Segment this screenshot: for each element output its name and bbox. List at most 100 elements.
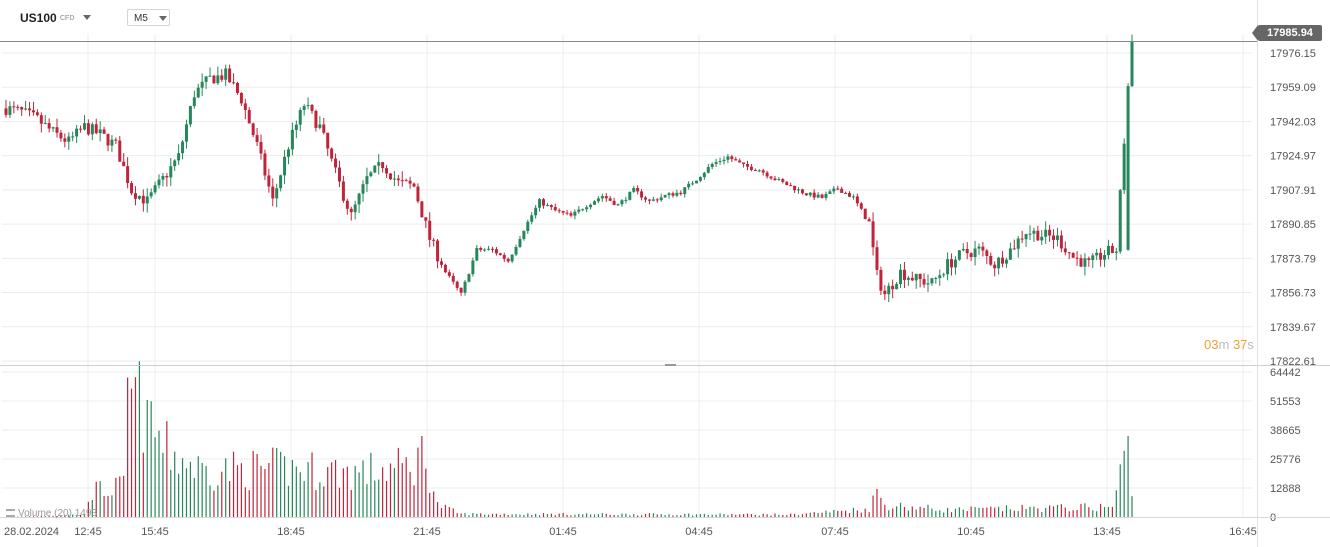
volume-bar — [162, 452, 164, 517]
candle-body — [235, 82, 239, 93]
candle-body — [671, 193, 675, 196]
candle-body — [200, 81, 204, 88]
candle-body — [632, 187, 636, 192]
candle-body — [63, 138, 67, 142]
volume-bar — [558, 513, 560, 517]
candle-body — [1048, 229, 1052, 236]
volume-bar — [742, 514, 745, 517]
volume-bar — [911, 506, 913, 517]
volume-bar — [83, 513, 86, 517]
volume-bar — [389, 463, 392, 517]
volume-bar — [1092, 510, 1094, 517]
volume-bar — [25, 516, 27, 517]
volume-bar — [248, 490, 250, 517]
candle-body — [942, 274, 946, 276]
volume-bar — [778, 514, 780, 517]
price-tick-label: 17839.67 — [1270, 322, 1316, 334]
time-tick-label: 07:45 — [821, 526, 849, 538]
volume-bar — [213, 490, 215, 517]
candle-body — [55, 127, 59, 133]
volume-bar — [1037, 508, 1039, 517]
candle-body — [137, 195, 141, 199]
volume-bar — [185, 468, 188, 517]
candle-body — [31, 110, 35, 113]
candle-body — [416, 186, 420, 202]
volume-bar — [801, 514, 804, 517]
candle-body — [8, 106, 12, 115]
candle-body — [695, 180, 699, 184]
candle-body — [208, 75, 212, 77]
candle-body — [675, 192, 679, 196]
volume-bar — [209, 485, 211, 517]
volume-bar — [652, 513, 654, 517]
price-tick-label: 17907.91 — [1270, 185, 1316, 197]
candle-body — [1071, 253, 1075, 258]
candle-body — [906, 277, 910, 280]
candle-body — [412, 183, 416, 187]
volume-indicator-label[interactable]: Volume (20) 1493 — [6, 508, 97, 519]
timeframe-select[interactable]: M5 — [127, 9, 170, 26]
candle-body — [145, 196, 149, 204]
volume-bar — [456, 513, 458, 517]
candle-body — [1052, 235, 1056, 240]
volume-bar — [444, 504, 447, 517]
candle-body — [636, 187, 640, 192]
candle-body — [808, 192, 812, 196]
volume-bar — [36, 516, 38, 517]
volume-bar — [656, 514, 658, 517]
candle-body — [1012, 248, 1016, 250]
candle-body — [777, 179, 781, 181]
candle-body — [114, 139, 118, 141]
volume-bar — [397, 447, 399, 517]
volume-indicator-text: Volume (20) 1493 — [18, 508, 97, 519]
volume-bar — [919, 506, 921, 517]
candle-body — [781, 179, 785, 182]
volume-bar — [892, 508, 894, 517]
volume-bar — [542, 513, 545, 517]
candle-body — [679, 192, 683, 195]
volume-bar — [523, 514, 525, 517]
volume-bar — [440, 508, 443, 517]
candle-body — [773, 178, 777, 181]
symbol-name[interactable]: US100 — [20, 11, 57, 25]
volume-bar — [236, 465, 239, 517]
volume-bar — [719, 513, 721, 517]
volume-bar — [64, 515, 66, 517]
candle-body — [436, 240, 440, 262]
candle-body — [228, 68, 232, 83]
volume-bar — [903, 506, 906, 517]
volume-bar — [723, 513, 725, 517]
candle-body — [153, 185, 157, 193]
candle-body — [283, 156, 287, 176]
volume-bar — [146, 399, 148, 517]
volume-bar — [291, 459, 294, 517]
symbol-dropdown-icon[interactable] — [83, 15, 91, 20]
candle-body — [981, 246, 985, 251]
candle-body — [267, 175, 271, 187]
volume-bar — [703, 513, 705, 517]
volume-bar — [378, 479, 380, 517]
volume-bar — [593, 514, 596, 517]
candle-body — [620, 200, 624, 205]
volume-bar — [774, 513, 776, 517]
volume-bar — [87, 501, 89, 517]
volume-bar — [962, 509, 964, 517]
candle-body — [173, 160, 177, 167]
candle-body — [855, 196, 859, 204]
pane-splitter-handle[interactable] — [665, 364, 676, 366]
candle-body — [408, 180, 412, 184]
volume-bar — [115, 477, 117, 517]
volume-bar — [923, 507, 925, 517]
candle-body — [663, 195, 667, 198]
candle-body — [192, 97, 196, 107]
candle-body — [443, 264, 447, 273]
candle-body — [628, 191, 632, 200]
candle-body — [428, 220, 432, 240]
volume-tick-label: 64442 — [1270, 367, 1301, 379]
candle-body — [141, 195, 145, 204]
volume-bar — [346, 466, 348, 517]
candle-body — [353, 204, 357, 213]
candle-body — [702, 172, 706, 178]
